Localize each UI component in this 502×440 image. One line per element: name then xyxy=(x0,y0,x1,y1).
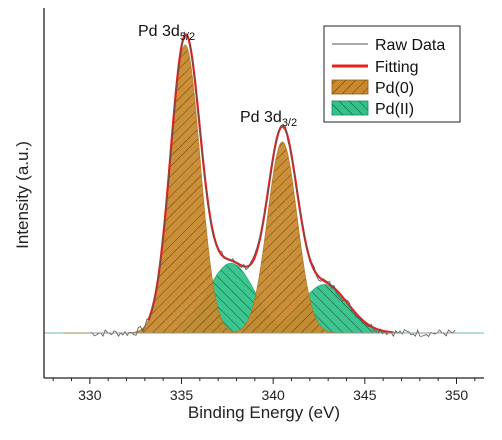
x-axis-ticks: 330 335 340 345 350 xyxy=(52,378,476,403)
annotation-pd-3d32: Pd 3d3/2 xyxy=(240,109,297,129)
legend-swatch-pd2 xyxy=(331,100,369,116)
x-tick-label: 345 xyxy=(353,387,377,403)
legend: Raw Data Fitting Pd(0) Pd(II) xyxy=(323,25,461,123)
x-tick-label: 340 xyxy=(261,387,285,403)
annotation-pd-3d52: Pd 3d5/2 xyxy=(138,23,195,43)
x-tick-label: 350 xyxy=(445,387,469,403)
legend-box xyxy=(323,25,461,123)
legend-swatch-pd0 xyxy=(331,79,369,95)
legend-label-fitting: Fitting xyxy=(375,59,419,76)
plot-area xyxy=(44,31,484,338)
x-tick-label: 335 xyxy=(170,387,194,403)
legend-label-pd0: Pd(0) xyxy=(375,80,414,97)
x-tick-label: 330 xyxy=(78,387,102,403)
legend-label-raw-data: Raw Data xyxy=(375,37,445,54)
x-axis-title: Binding Energy (eV) xyxy=(188,403,340,422)
y-axis-title: Intensity (a.u.) xyxy=(13,141,32,249)
legend-label-pd2: Pd(II) xyxy=(375,101,414,118)
raw-data-line xyxy=(89,31,456,338)
